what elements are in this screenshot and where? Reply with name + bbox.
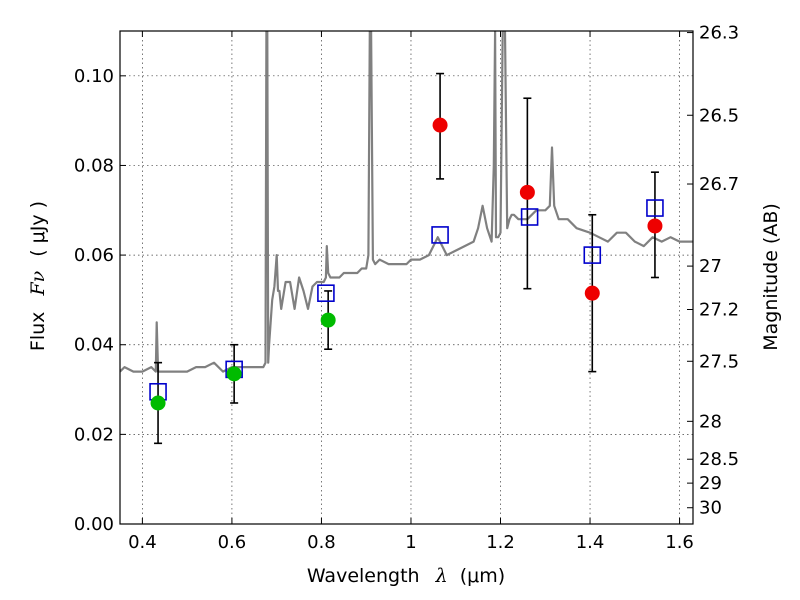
right-tick-label: 27.5 (699, 351, 739, 372)
spectrum-series (120, 31, 693, 373)
y-axis-unit: ( μJy ) (27, 201, 49, 257)
observed-point-red (432, 117, 448, 133)
plot-frame (119, 30, 694, 525)
x-axis-symbol: λ (435, 565, 448, 587)
model-flux-square (431, 226, 449, 244)
right-tick-label: 27 (699, 256, 722, 277)
observed-point-green (320, 312, 336, 328)
errorbars (154, 72, 659, 445)
y-tick-label: 0.08 (74, 155, 114, 176)
x-tick-label: 1.4 (576, 532, 605, 553)
x-axis-label: Wavelength λ (μm) (307, 565, 505, 587)
y-axis-ticks: 0.00 0.02 0.04 0.06 0.08 0.10 (74, 66, 126, 535)
x-tick-label: 0.4 (128, 532, 157, 553)
right-tick-label: 27.2 (699, 299, 739, 320)
x-tick-label: 1 (405, 532, 416, 553)
x-axis-label-text: Wavelength (307, 565, 420, 587)
right-tick-label: 29 (699, 473, 722, 494)
y-tick-label: 0.00 (74, 514, 114, 535)
observed-point-red (647, 218, 663, 234)
y-axis-label: Flux Fν ( μJy ) (27, 201, 49, 351)
model-flux-square (520, 208, 539, 226)
x-tick-label: 0.6 (218, 532, 247, 553)
right-tick-label: 26.5 (699, 105, 739, 126)
x-tick-label: 1.6 (665, 532, 694, 553)
right-axis-label: Magnitude (AB) (760, 203, 782, 351)
grid-lines (120, 31, 693, 525)
y-tick-label: 0.04 (74, 335, 114, 356)
model-flux-square (646, 199, 664, 217)
observed-points (150, 117, 663, 411)
observed-point-red (519, 184, 535, 200)
right-tick-label: 30 (699, 498, 722, 519)
y-tick-label: 0.10 (74, 66, 114, 87)
x-axis-unit: (μm) (460, 565, 505, 587)
y-tick-label: 0.02 (74, 424, 114, 445)
right-tick-label: 26.3 (699, 23, 739, 44)
x-axis-ticks: 0.4 0.6 0.8 1 1.2 1.4 1.6 (128, 31, 694, 553)
right-tick-label: 28.5 (699, 449, 739, 470)
observed-point-red (584, 285, 600, 301)
observed-point-green (226, 366, 242, 382)
y-tick-label: 0.06 (74, 245, 114, 266)
model-flux-square (317, 284, 335, 302)
spectrum-line (120, 31, 693, 373)
model-flux-square (583, 246, 602, 264)
right-tick-label: 26.7 (699, 174, 739, 195)
right-axis-ticks: 26.3 26.5 26.7 27 27.2 27.5 28 28.5 29 30 (687, 23, 739, 519)
y-axis-symbol: Fν (27, 270, 49, 296)
x-tick-label: 0.8 (307, 532, 336, 553)
y-axis-label-text: Flux (27, 312, 49, 352)
observed-point-green (150, 395, 166, 411)
x-tick-label: 1.2 (486, 532, 515, 553)
right-tick-label: 28 (699, 411, 722, 432)
